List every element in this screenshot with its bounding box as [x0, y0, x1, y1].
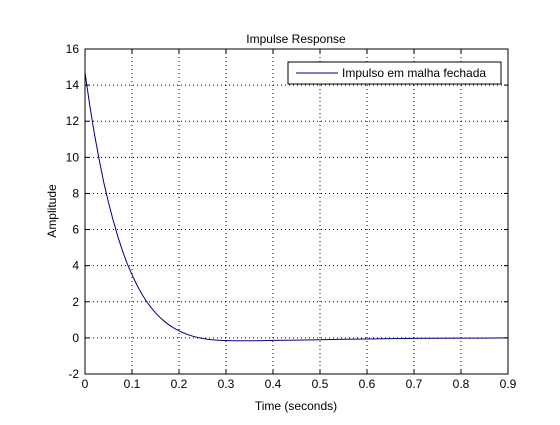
y-tick-label: 6	[72, 223, 79, 237]
y-tick-label: 4	[72, 259, 79, 273]
y-tick-label: 14	[66, 78, 80, 92]
y-tick-label: 10	[66, 150, 80, 164]
x-tick-label: 0	[82, 377, 89, 391]
series-layer	[84, 72, 509, 342]
y-axis-label: Amplitude	[45, 184, 59, 238]
x-axis-label: Time (seconds)	[255, 399, 337, 413]
series-line	[84, 72, 509, 342]
x-tick-label: 0.7	[406, 377, 423, 391]
y-tick-label: 16	[66, 42, 80, 56]
chart-title: Impulse Response	[246, 32, 346, 46]
y-tick-label: 2	[72, 295, 79, 309]
x-tick-label: 0.3	[218, 377, 235, 391]
x-tick-label: 0.2	[171, 377, 188, 391]
ticks: 0 0.1 0.2 0.3 0.4 0.5 0.6 0.7 0.8 0.9-20246810121…	[66, 42, 517, 391]
x-tick-label: 0.9	[500, 377, 517, 391]
x-tick-label: 0.5	[312, 377, 329, 391]
legend-box	[287, 61, 502, 85]
y-tick-label: 8	[72, 186, 79, 200]
legend-label: Impulso em malha fechada	[342, 66, 486, 80]
axes-box	[84, 48, 509, 375]
x-tick-label: 0.6	[359, 377, 376, 391]
y-tick-label: -2	[68, 367, 79, 381]
y-tick-label: 12	[66, 114, 80, 128]
y-tick-label: 0	[72, 331, 79, 345]
x-tick-label: 0.8	[453, 377, 470, 391]
legend: Impulso em malha fechada	[287, 61, 502, 85]
plot-area	[85, 49, 508, 374]
x-tick-label: 0.4	[265, 377, 282, 391]
x-tick-label: 0.1	[124, 377, 141, 391]
